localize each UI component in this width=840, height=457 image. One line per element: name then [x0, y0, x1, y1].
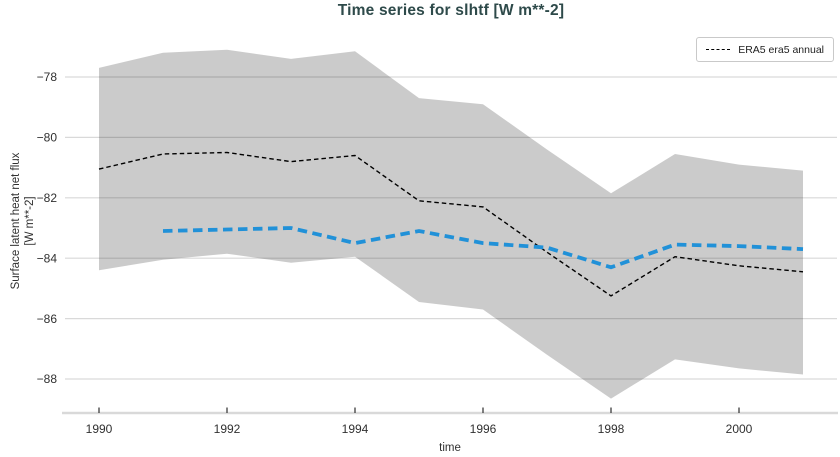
x-tick-label: 1994 [342, 422, 369, 436]
era5-annual-line [98, 151, 804, 297]
legend-item-label: ERA5 era5 annual [738, 43, 824, 56]
y-tick-label: −86 [37, 312, 58, 326]
x-tick-label: 1998 [598, 422, 625, 436]
y-tick-label: −82 [37, 191, 58, 205]
legend-dashed-line-sample [706, 49, 731, 50]
y-tick-labels: −78 −80 −82 −84 −86 −88 [37, 70, 58, 386]
legend-box: ERA5 era5 annual [696, 37, 834, 62]
y-axis-title-line1: Surface latent heat net flux [10, 152, 22, 289]
y-axis-title-line2: [W m**-2] [24, 196, 36, 245]
y-tick-label: −78 [37, 70, 58, 84]
x-axis-title: time [439, 442, 461, 454]
x-tick-marks [98, 407, 740, 413]
uncertainty-band [99, 49, 803, 399]
y-tick-label: −84 [37, 251, 58, 265]
x-tick-label: 1990 [86, 422, 113, 436]
x-tick-label: 1996 [470, 422, 497, 436]
y-tick-label: −88 [37, 372, 58, 386]
x-tick-label: 2000 [726, 422, 753, 436]
x-tick-labels: 1990 1992 1994 1996 1998 2000 [86, 422, 753, 436]
y-tick-label: −80 [37, 131, 58, 145]
chart-title: Time series for slhtf [W m**-2] [337, 2, 565, 19]
gridlines [65, 76, 837, 380]
blue-dashed-line [162, 226, 804, 270]
x-tick-label: 1992 [214, 422, 241, 436]
